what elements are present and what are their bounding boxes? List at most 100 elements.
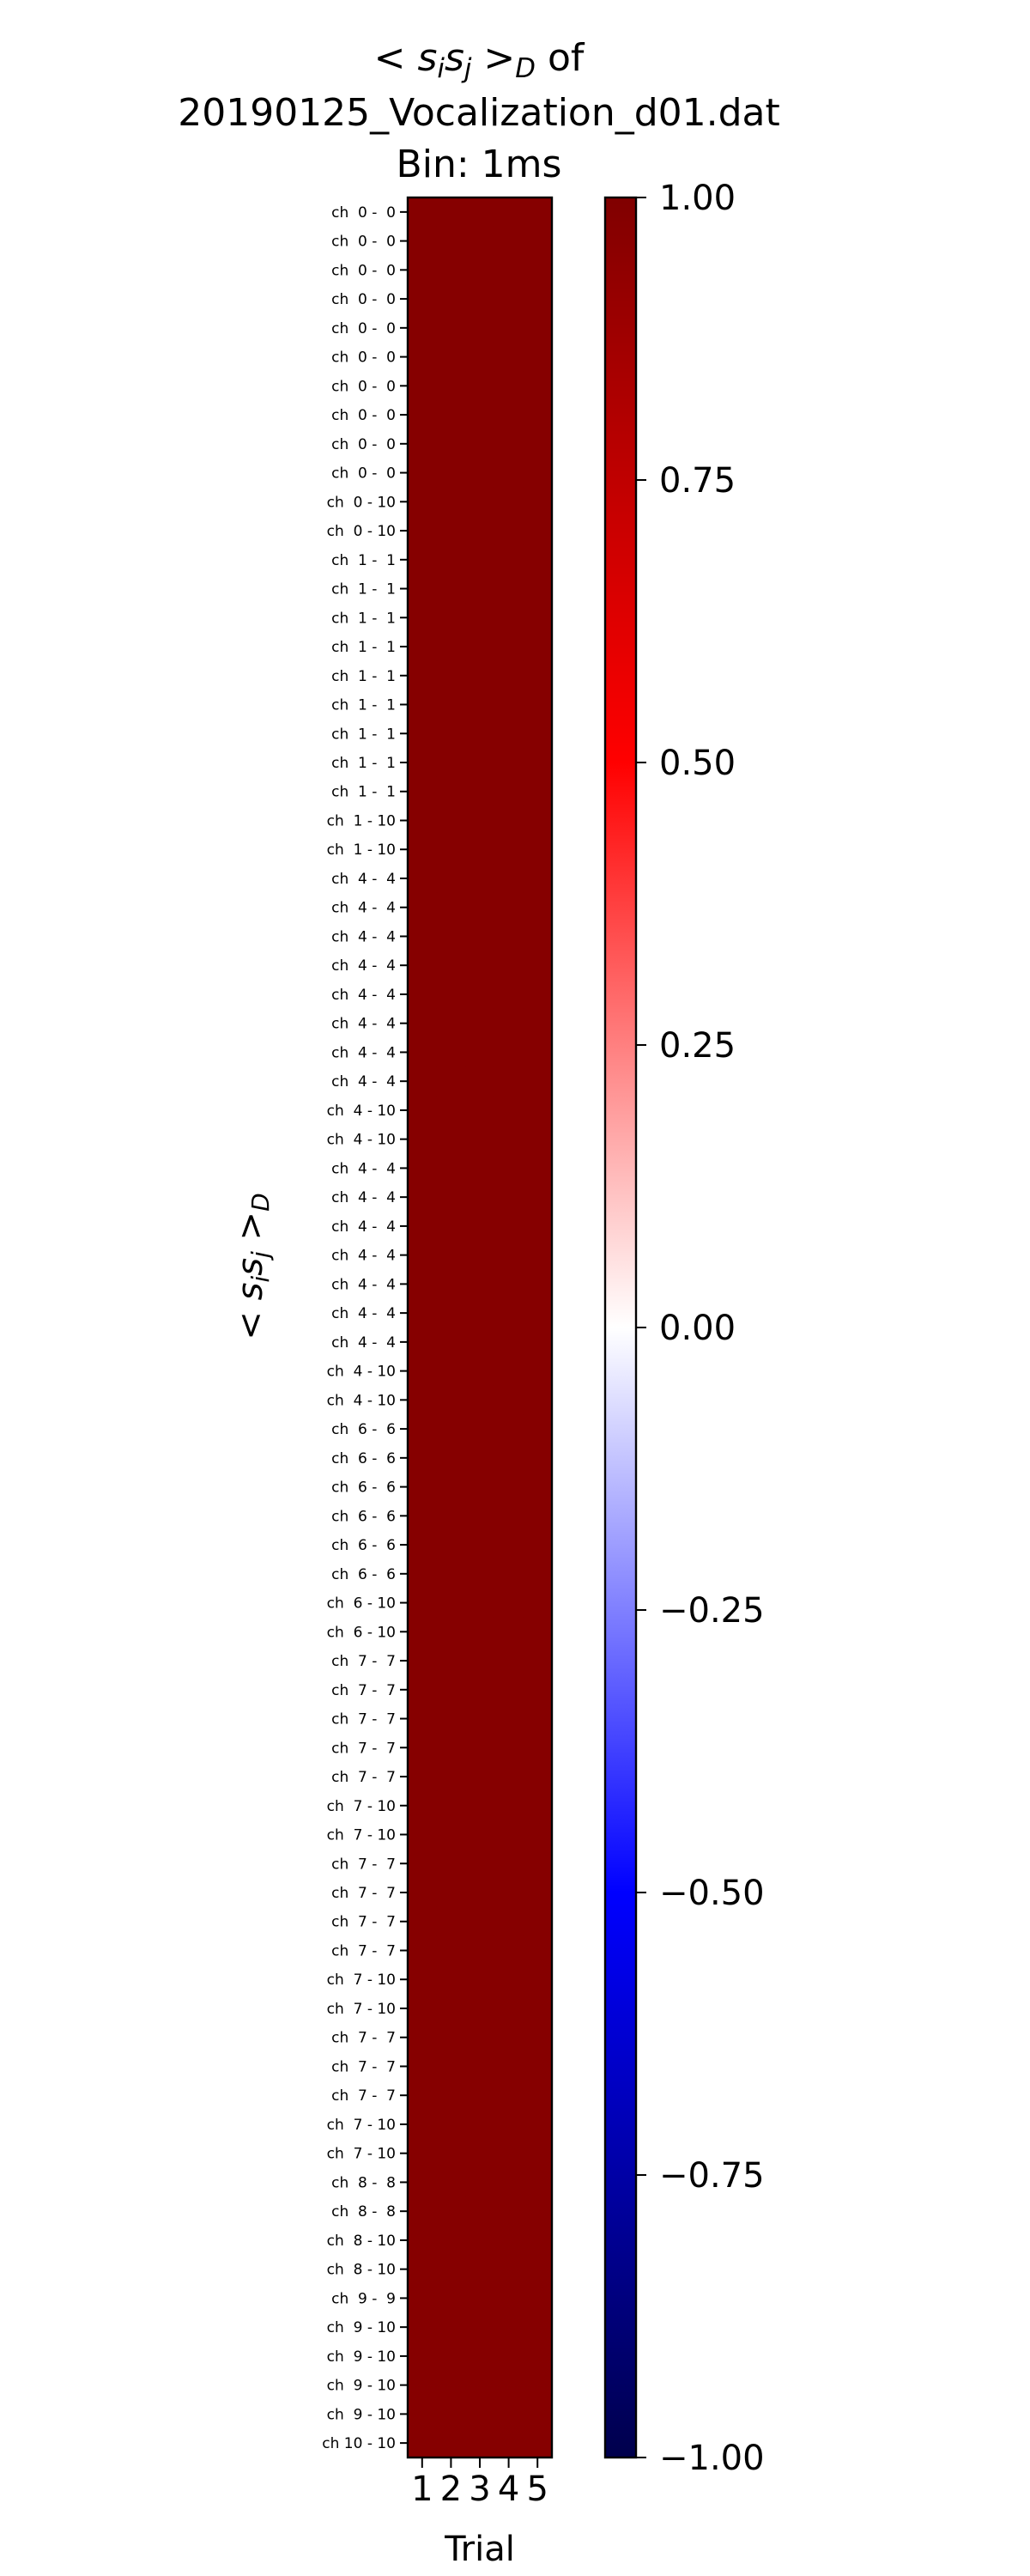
heatmap-cell xyxy=(436,660,466,691)
heatmap-cell xyxy=(523,2110,553,2140)
heatmap-cell xyxy=(465,400,495,430)
heatmap-cell xyxy=(408,1558,438,1589)
heatmap-cell xyxy=(494,2226,524,2256)
x-tick-label: 3 xyxy=(469,2470,490,2509)
heatmap-cell xyxy=(436,1212,466,1242)
heatmap-cell xyxy=(408,1733,438,1763)
heatmap-cell xyxy=(436,2110,466,2140)
heatmap-cell xyxy=(408,1501,438,1531)
heatmap-cell xyxy=(436,342,466,373)
heatmap-cell xyxy=(408,428,438,459)
y-tick-label: ch 7 - 10 xyxy=(327,2001,396,2018)
heatmap-cell xyxy=(436,1790,466,1821)
heatmap-cell xyxy=(408,1704,438,1735)
heatmap-cell xyxy=(436,1994,466,2024)
heatmap-cell xyxy=(465,1182,495,1212)
heatmap-cell xyxy=(408,1066,438,1097)
heatmap-cell xyxy=(436,835,466,865)
heatmap-cell xyxy=(523,1588,553,1619)
heatmap-cell xyxy=(494,892,524,923)
y-tick-label: ch 0 - 10 xyxy=(327,523,396,540)
heatmap-cell xyxy=(494,1124,524,1155)
heatmap-cell xyxy=(494,1762,524,1792)
heatmap-cell xyxy=(494,400,524,430)
heatmap-cell xyxy=(494,197,524,228)
heatmap-cell xyxy=(436,2022,466,2053)
heatmap-cell xyxy=(436,1096,466,1126)
y-tick-label: ch 6 - 6 xyxy=(331,1450,396,1467)
heatmap-cell xyxy=(408,1588,438,1619)
heatmap-cell xyxy=(523,2399,553,2429)
heatmap-cell xyxy=(523,544,553,575)
heatmap-cell xyxy=(408,1240,438,1271)
heatmap-cell xyxy=(408,400,438,430)
heatmap-cell xyxy=(523,660,553,691)
heatmap-cell xyxy=(465,1356,495,1387)
heatmap-cell xyxy=(408,226,438,257)
heatmap-cell xyxy=(523,1269,553,1299)
heatmap-cell xyxy=(408,1096,438,1126)
heatmap-cell xyxy=(436,428,466,459)
y-tick-label: ch 9 - 9 xyxy=(331,2290,396,2307)
colorbar-tick-label: −0.50 xyxy=(659,1874,765,1913)
x-tick-label: 2 xyxy=(440,2470,462,2509)
heatmap-cell xyxy=(523,1356,553,1387)
heatmap-cell xyxy=(494,487,524,517)
heatmap-cell xyxy=(465,1820,495,1850)
y-tick-label: ch 9 - 10 xyxy=(327,2406,396,2423)
heatmap-cell xyxy=(523,371,553,401)
heatmap-cell xyxy=(465,835,495,865)
y-tick-label: ch 1 - 1 xyxy=(331,668,396,685)
heatmap-cell xyxy=(408,1182,438,1212)
y-tick-label: ch 1 - 1 xyxy=(331,581,396,598)
y-tick-label: ch 0 - 0 xyxy=(331,234,396,251)
heatmap-cell xyxy=(523,516,553,546)
chart-title-line-2: 20190125_Vocalization_d01.dat xyxy=(178,91,780,135)
heatmap-cell xyxy=(465,1501,495,1531)
y-tick-label: ch 1 - 1 xyxy=(331,610,396,627)
heatmap-cell xyxy=(436,1849,466,1879)
heatmap-cell xyxy=(465,1878,495,1908)
y-tick-label: ch 8 - 10 xyxy=(327,2233,396,2250)
heatmap-cell xyxy=(465,1588,495,1619)
heatmap-cell xyxy=(523,1240,553,1271)
heatmap-cell xyxy=(523,2081,553,2111)
heatmap-cell xyxy=(523,748,553,778)
heatmap-cell xyxy=(494,1269,524,1299)
heatmap-cell xyxy=(408,1037,438,1067)
heatmap-cell xyxy=(494,1994,524,2024)
heatmap-cell xyxy=(523,1994,553,2024)
heatmap-cell xyxy=(494,1790,524,1821)
heatmap-cell xyxy=(408,1414,438,1444)
heatmap-cell xyxy=(523,980,553,1010)
heatmap-cell xyxy=(494,1356,524,1387)
heatmap-cell xyxy=(523,1530,553,1560)
heatmap-cell xyxy=(436,371,466,401)
chart-title-line-1: < sisj >D of xyxy=(374,36,585,84)
heatmap-cell xyxy=(408,1935,438,1965)
heatmap-cell xyxy=(408,2051,438,2081)
heatmap-cell xyxy=(465,1733,495,1763)
y-tick-label: ch 1 - 1 xyxy=(331,784,396,801)
heatmap-cell xyxy=(523,1704,553,1735)
heatmap-cell xyxy=(465,428,495,459)
heatmap-cell xyxy=(465,1269,495,1299)
heatmap-cell xyxy=(523,1066,553,1097)
heatmap-cell xyxy=(523,2138,553,2169)
heatmap-cell xyxy=(408,1298,438,1328)
heatmap-cell xyxy=(494,226,524,257)
heatmap-cell xyxy=(465,632,495,662)
heatmap-cells xyxy=(408,197,553,2458)
heatmap-cell xyxy=(494,1965,524,1995)
colorbar-tick-label: 0.00 xyxy=(659,1309,736,1348)
heatmap-cell xyxy=(436,1008,466,1039)
heatmap-cell xyxy=(523,1096,553,1126)
heatmap-cell xyxy=(523,805,553,835)
heatmap-cell xyxy=(436,226,466,257)
heatmap-cell xyxy=(436,1674,466,1705)
heatmap-cell xyxy=(523,1037,553,1067)
y-tick-label: ch 0 - 0 xyxy=(331,262,396,279)
heatmap-cell xyxy=(494,2081,524,2111)
y-tick-label: ch 7 - 7 xyxy=(331,2087,396,2105)
